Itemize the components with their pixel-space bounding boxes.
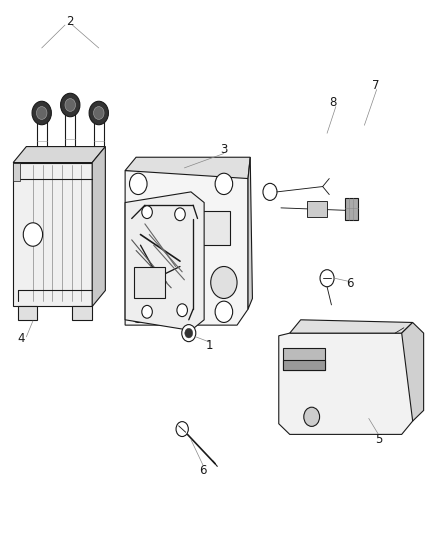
Bar [199,211,230,245]
Circle shape [215,301,232,322]
Bar [283,348,324,370]
Bar [283,360,324,370]
Bar [134,266,164,298]
Text: 2: 2 [66,15,74,28]
Text: 8: 8 [328,96,336,109]
Polygon shape [125,157,250,179]
Polygon shape [401,322,423,421]
Circle shape [210,266,237,298]
Circle shape [181,325,195,342]
Circle shape [60,93,80,117]
Polygon shape [289,320,412,333]
Circle shape [184,328,192,338]
Circle shape [303,407,319,426]
Text: 7: 7 [371,79,379,92]
Polygon shape [13,163,92,306]
Circle shape [141,206,152,219]
Bar [37,117,46,195]
Text: 4: 4 [17,332,25,345]
Text: 6: 6 [198,464,206,477]
Polygon shape [125,192,204,330]
Polygon shape [247,157,252,309]
Circle shape [89,101,108,125]
Polygon shape [13,163,20,181]
Polygon shape [344,198,357,220]
Circle shape [23,223,42,246]
Text: 3: 3 [220,143,227,156]
Text: 5: 5 [374,433,381,446]
Circle shape [141,305,152,318]
Circle shape [262,183,276,200]
Circle shape [36,107,47,119]
Polygon shape [278,333,412,434]
Text: 1: 1 [205,339,213,352]
Circle shape [65,99,75,111]
Circle shape [129,173,147,195]
Circle shape [174,208,185,221]
Bar [94,117,103,195]
Text: 6: 6 [346,277,353,290]
Circle shape [176,422,188,437]
Circle shape [177,304,187,317]
Circle shape [93,107,104,119]
Circle shape [129,301,147,322]
Circle shape [319,270,333,287]
Polygon shape [307,201,326,217]
Polygon shape [92,147,105,306]
Polygon shape [18,306,37,320]
Circle shape [32,101,51,125]
Polygon shape [72,306,92,320]
Bar [65,109,75,192]
Polygon shape [13,147,105,163]
Circle shape [215,173,232,195]
Polygon shape [125,171,247,325]
